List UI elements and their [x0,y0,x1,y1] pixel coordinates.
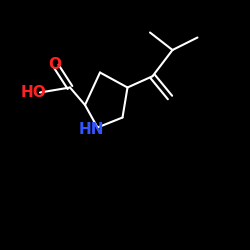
Text: HN: HN [78,122,104,138]
Text: HO: HO [20,85,46,100]
Text: O: O [48,57,62,72]
